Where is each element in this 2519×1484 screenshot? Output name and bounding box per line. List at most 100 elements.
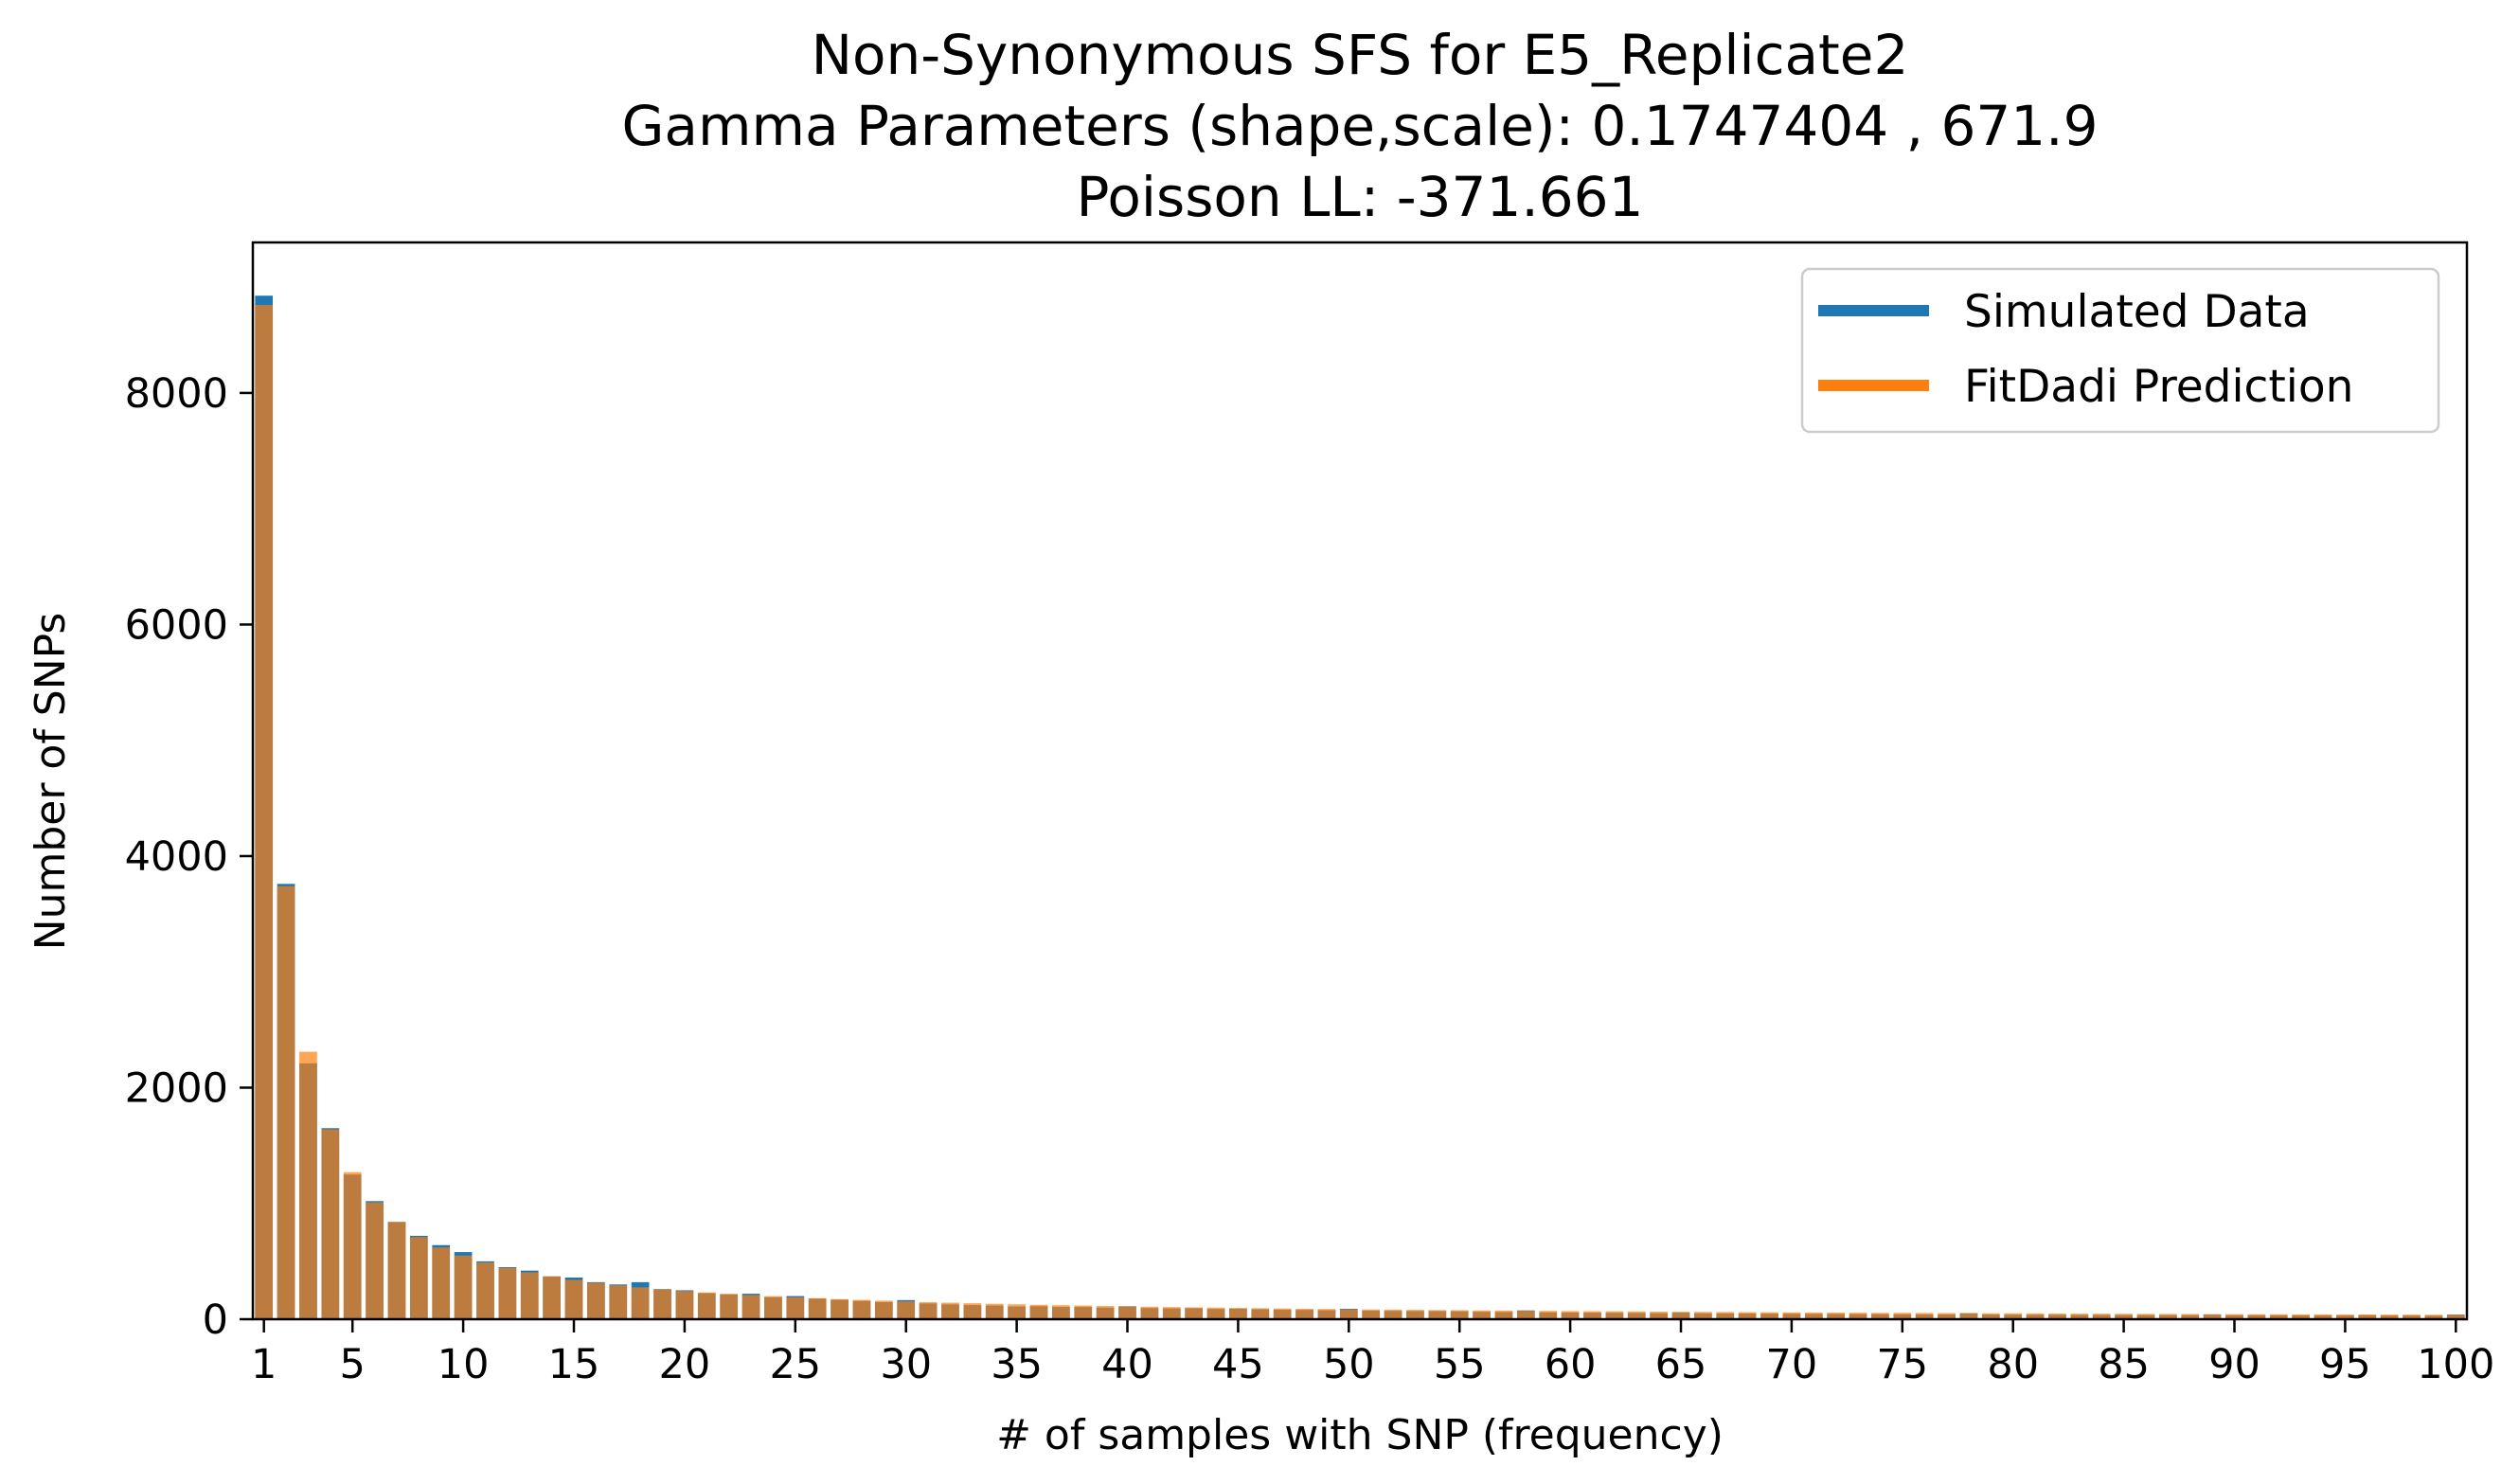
fitdadi-bar-72 [1827,1313,1846,1319]
fitdadi-bar-2 [277,885,295,1319]
fitdadi-bar-15 [564,1279,583,1319]
fitdadi-bar-87 [2159,1314,2177,1319]
fitdadi-bar-54 [1428,1310,1447,1319]
fitdadi-bar-62 [1605,1311,1624,1319]
fitdadi-bar-52 [1384,1309,1402,1319]
legend-label-simulated: Simulated Data [1964,286,2310,338]
fitdadi-bar-51 [1362,1309,1381,1319]
fitdadi-bar-13 [520,1272,539,1319]
fitdadi-bar-42 [1162,1307,1181,1319]
fitdadi-bar-19 [653,1289,671,1319]
x-tick-label: 60 [1545,1341,1597,1388]
fitdadi-bar-78 [1959,1313,1978,1319]
fitdadi-bar-5 [343,1171,362,1319]
x-tick-label: 65 [1655,1341,1707,1388]
x-tick-label: 70 [1766,1341,1818,1388]
fitdadi-bar-95 [2336,1314,2354,1319]
fitdadi-bar-3 [299,1051,317,1319]
x-tick-label: 10 [438,1341,490,1388]
fitdadi-bar-35 [1008,1304,1026,1319]
x-tick-label: 15 [548,1341,600,1388]
fitdadi-bar-70 [1782,1312,1801,1319]
fitdadi-bar-58 [1517,1311,1535,1319]
legend: Simulated Data FitDadi Prediction [1800,267,2440,434]
fitdadi-bar-47 [1273,1308,1292,1319]
x-tick-label: 85 [2098,1341,2150,1388]
fitdadi-bar-38 [1074,1305,1093,1319]
fitdadi-bar-50 [1339,1309,1358,1319]
fitdadi-bar-43 [1185,1307,1203,1319]
fitdadi-bar-40 [1118,1306,1136,1319]
fitdadi-bar-30 [897,1301,916,1319]
x-tick-label: 90 [2208,1341,2260,1388]
fitdadi-bar-77 [1938,1313,1956,1319]
fitdadi-bar-79 [1981,1313,2000,1319]
fitdadi-bar-67 [1716,1312,1735,1319]
fitdadi-bar-9 [432,1247,451,1319]
fitdadi-bar-29 [874,1300,893,1319]
fitdadi-bar-4 [321,1129,340,1319]
x-axis-label: # of samples with SNP (frequency) [996,1411,1724,1459]
fitdadi-bar-22 [720,1294,739,1319]
fitdadi-bar-7 [387,1222,406,1319]
x-tick-label: 35 [991,1341,1043,1388]
fitdadi-bar-69 [1760,1312,1778,1319]
fitdadi-bar-37 [1052,1305,1070,1319]
fitdadi-bar-33 [963,1303,982,1319]
fitdadi-bar-46 [1251,1308,1270,1319]
fitdadi-bar-32 [941,1302,959,1319]
fitdadi-bar-83 [2070,1314,2089,1319]
fitdadi-bar-53 [1406,1310,1424,1319]
fitdadi-bar-14 [543,1276,561,1319]
fitdadi-bar-94 [2314,1314,2332,1319]
fitdadi-bar-34 [985,1303,1004,1319]
fitdadi-bar-92 [2269,1314,2288,1319]
fitdadi-bar-57 [1494,1310,1513,1319]
fitdadi-bar-28 [852,1299,871,1319]
plot-frame [251,241,2469,1321]
fitdadi-bar-75 [1893,1313,1912,1319]
fitdadi-bar-80 [2004,1313,2023,1319]
x-axis-ticks: 1 5 10 15 20 25 30 35 40 45 50 55 60 65 70 75 80 85 90 95 10… [251,1319,2494,1388]
y-tick-label: 4000 [125,833,228,881]
fitdadi-bar-31 [919,1301,938,1319]
fitdadi-bar-24 [764,1296,782,1319]
x-tick-label: 1 [251,1341,277,1388]
x-tick-label: 55 [1434,1341,1486,1388]
fitdadi-bar-44 [1206,1307,1225,1319]
fitdadi-prediction-bars [255,305,2465,1319]
fitdadi-bar-10 [454,1255,473,1319]
chart-title-line-3: Poisson LL: -371.661 [1076,165,1643,229]
x-tick-label: 25 [769,1341,821,1388]
fitdadi-bar-99 [2424,1314,2443,1319]
fitdadi-bar-98 [2403,1314,2421,1319]
x-tick-label: 80 [1987,1341,2039,1388]
fitdadi-bar-66 [1694,1312,1712,1319]
fitdadi-bar-63 [1627,1311,1646,1319]
legend-box [1800,267,2440,434]
fitdadi-bar-36 [1029,1304,1048,1319]
fitdadi-bar-49 [1317,1309,1336,1319]
fitdadi-bar-56 [1473,1310,1491,1319]
x-tick-label: 40 [1101,1341,1153,1388]
y-tick-label: 0 [203,1296,228,1344]
x-tick-label: 95 [2319,1341,2371,1388]
fitdadi-bar-41 [1140,1306,1159,1319]
fitdadi-bar-81 [2026,1313,2045,1319]
fitdadi-bar-89 [2203,1314,2222,1319]
fitdadi-bar-23 [741,1295,760,1319]
fitdadi-bar-73 [1849,1313,1867,1319]
fitdadi-bar-91 [2247,1314,2266,1319]
y-tick-label: 2000 [125,1064,228,1112]
legend-label-fitdadi: FitDadi Prediction [1964,361,2353,413]
fitdadi-bar-18 [631,1287,650,1319]
fitdadi-bar-39 [1096,1306,1115,1319]
fitdadi-bar-96 [2358,1314,2377,1319]
x-tick-label: 20 [659,1341,711,1388]
chart-title-line-2: Gamma Parameters (shape,scale): 0.174740… [621,94,2098,158]
fitdadi-bar-65 [1671,1312,1690,1319]
fitdadi-bar-25 [786,1296,805,1319]
y-tick-label: 8000 [125,370,228,418]
x-tick-label: 45 [1212,1341,1264,1388]
